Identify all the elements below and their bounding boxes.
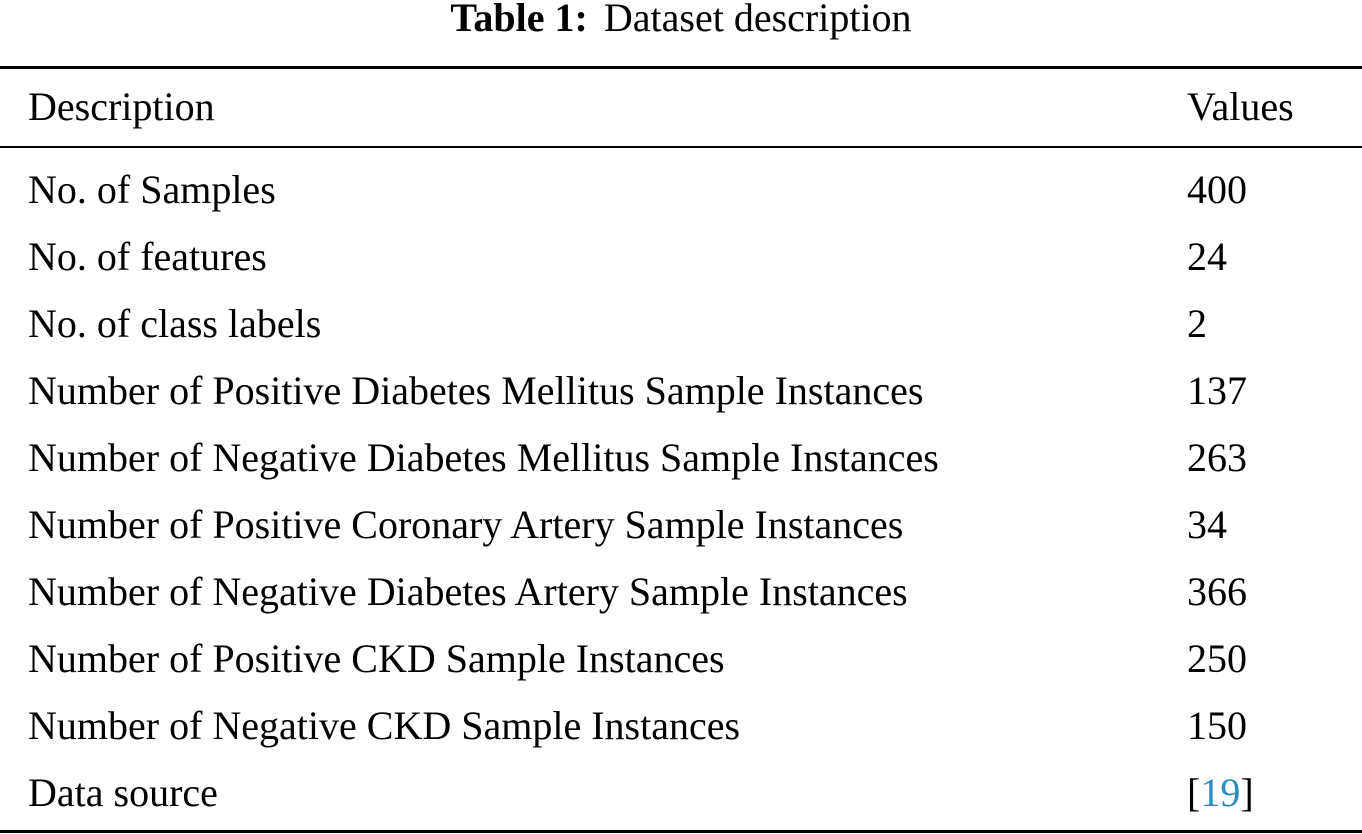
row-description: Number of Negative Diabetes Mellitus Sam… bbox=[28, 434, 939, 480]
table-row-data-source: Data source [19] bbox=[0, 759, 1362, 826]
row-description: Number of Positive CKD Sample Instances bbox=[28, 635, 725, 681]
table-row: Number of Positive CKD Sample Instances … bbox=[0, 625, 1362, 692]
row-value: 366 bbox=[1187, 568, 1247, 614]
column-header-values: Values bbox=[1187, 84, 1294, 129]
row-description: Number of Negative CKD Sample Instances bbox=[28, 702, 741, 748]
row-description: Data source bbox=[28, 769, 218, 815]
table-header-row: Description Values bbox=[0, 74, 1362, 140]
row-value: 400 bbox=[1187, 166, 1247, 212]
row-description: Number of Positive Coronary Artery Sampl… bbox=[28, 501, 904, 547]
header-rule bbox=[0, 146, 1362, 148]
bottom-rule bbox=[0, 830, 1362, 833]
caption-label: Table 1: bbox=[450, 0, 588, 40]
table-row: Number of Negative Diabetes Mellitus Sam… bbox=[0, 424, 1362, 491]
row-value-citation: [19] bbox=[1187, 769, 1254, 815]
row-value: 2 bbox=[1187, 300, 1207, 346]
row-description: Number of Negative Diabetes Artery Sampl… bbox=[28, 568, 908, 614]
row-value: 24 bbox=[1187, 233, 1227, 279]
top-rule bbox=[0, 66, 1362, 69]
caption-title: Dataset description bbox=[603, 0, 912, 40]
table-row: No. of Samples 400 bbox=[0, 156, 1362, 223]
row-value: 250 bbox=[1187, 635, 1247, 681]
row-value: 137 bbox=[1187, 367, 1247, 413]
row-description: No. of Samples bbox=[28, 166, 276, 212]
row-description: Number of Positive Diabetes Mellitus Sam… bbox=[28, 367, 924, 413]
table-caption: Table 1: Dataset description bbox=[0, 0, 1362, 38]
table-row: No. of features 24 bbox=[0, 223, 1362, 290]
citation-link[interactable]: 19 bbox=[1200, 769, 1241, 815]
row-description: No. of features bbox=[28, 233, 267, 279]
row-description: No. of class labels bbox=[28, 300, 322, 346]
table-row: Number of Positive Coronary Artery Sampl… bbox=[0, 491, 1362, 558]
table-row: No. of class labels 2 bbox=[0, 290, 1362, 357]
row-value: 34 bbox=[1187, 501, 1227, 547]
citation-bracket-close: ] bbox=[1240, 769, 1254, 815]
table-row: Number of Negative CKD Sample Instances … bbox=[0, 692, 1362, 759]
column-header-description: Description bbox=[28, 84, 215, 129]
row-value: 150 bbox=[1187, 702, 1247, 748]
row-value: 263 bbox=[1187, 434, 1247, 480]
table-row: Number of Negative Diabetes Artery Sampl… bbox=[0, 558, 1362, 625]
table-row: Number of Positive Diabetes Mellitus Sam… bbox=[0, 357, 1362, 424]
citation-bracket-open: [ bbox=[1187, 769, 1201, 815]
